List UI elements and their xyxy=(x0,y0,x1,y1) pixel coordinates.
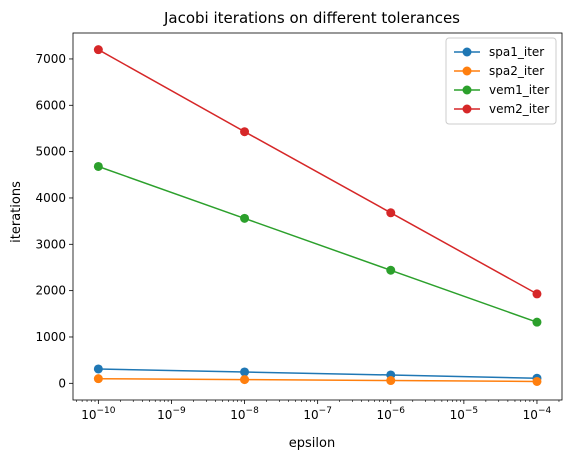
legend-label: vem1_iter xyxy=(489,83,549,97)
y-tick-label: 3000 xyxy=(35,237,66,251)
data-point-spa2_iter xyxy=(93,374,103,384)
legend-item: spa1_iter xyxy=(454,45,544,59)
plot-area: 10−10 10−9 10−8 10−7 10−6 10−5 10−4 0 1000 2000 30… xyxy=(35,32,563,422)
y-tick-label: 0 xyxy=(58,376,66,390)
legend-label: spa1_iter xyxy=(489,45,544,59)
data-point-vem1_iter xyxy=(93,161,103,171)
series-line-vem1_iter xyxy=(98,165,538,323)
x-tick-label: 10−4 xyxy=(523,406,552,422)
x-tick-label: 10−10 xyxy=(81,406,116,422)
legend-marker xyxy=(462,66,472,76)
legend-marker xyxy=(462,104,472,114)
legend-box xyxy=(445,37,557,125)
data-point-vem1_iter xyxy=(532,317,542,327)
data-point-spa2_iter xyxy=(240,375,250,385)
x-tick-label: 10−7 xyxy=(303,406,332,422)
series-line-vem2_iter xyxy=(98,49,538,295)
legend-label: spa2_iter xyxy=(489,64,544,78)
series-line-spa1_iter xyxy=(98,368,538,379)
series-vem2_iter xyxy=(93,45,542,299)
data-point-vem2_iter xyxy=(532,289,542,299)
y-tick-label: 1000 xyxy=(35,330,66,344)
y-tick-label: 5000 xyxy=(35,145,66,159)
x-tick-label: 10−6 xyxy=(376,406,405,422)
y-tick-label: 6000 xyxy=(35,98,66,112)
data-point-vem1_iter xyxy=(240,213,250,223)
series-spa2_iter xyxy=(93,374,542,386)
series-line-spa2_iter xyxy=(98,377,538,383)
legend: spa1_iter spa2_iter vem1_iter vem2_iter xyxy=(445,37,557,125)
legend-marker xyxy=(462,47,472,57)
data-point-spa1_iter xyxy=(93,364,103,374)
y-tick-label: 4000 xyxy=(35,191,66,205)
data-point-vem1_iter xyxy=(386,265,396,275)
y-axis-label: iterations xyxy=(9,181,24,243)
legend-label: vem2_iter xyxy=(489,102,549,116)
x-axis-label: epsilon xyxy=(289,436,335,451)
legend-item: vem2_iter xyxy=(454,102,549,116)
x-tick-label: 10−5 xyxy=(450,406,479,422)
y-tick-label: 2000 xyxy=(35,284,66,298)
legend-marker xyxy=(462,85,472,95)
chart-title: Jacobi iterations on different tolerance… xyxy=(163,9,460,27)
data-point-spa2_iter xyxy=(532,376,542,386)
data-point-spa2_iter xyxy=(386,376,396,386)
data-point-spa1_iter xyxy=(240,367,250,377)
x-tick-label: 10−8 xyxy=(230,406,259,422)
legend-item: vem1_iter xyxy=(454,83,549,97)
legend-item: spa2_iter xyxy=(454,64,544,78)
data-point-vem2_iter xyxy=(386,208,396,218)
data-point-vem2_iter xyxy=(240,127,250,137)
x-tick-label: 10−9 xyxy=(157,406,186,422)
y-tick-label: 7000 xyxy=(35,52,66,66)
series-vem1_iter xyxy=(93,161,542,327)
data-point-vem2_iter xyxy=(93,45,103,55)
